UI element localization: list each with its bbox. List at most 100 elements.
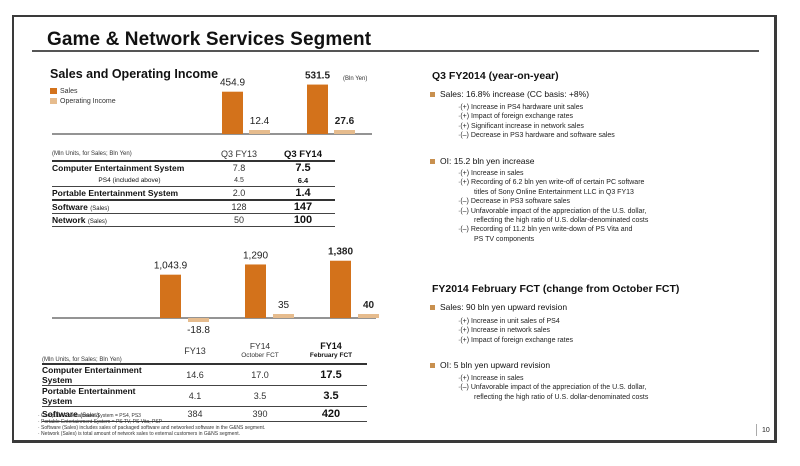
column-header-line1: FY14 xyxy=(320,341,342,351)
cell: 7.8 xyxy=(232,163,246,173)
table-header-row: (Mln Units, for Sales; Bln Yen) FY13 FY1… xyxy=(42,339,367,365)
data-label: -18.8 xyxy=(187,325,210,336)
bullet-square-icon xyxy=(430,304,435,310)
cell: 17.0 xyxy=(225,364,295,386)
bar-sales xyxy=(245,264,266,318)
row-label: Software (Sales) xyxy=(42,406,165,422)
table-row: Network (Sales) 50 100 xyxy=(52,213,335,227)
chart-section-title: Sales and Operating Income xyxy=(50,67,219,81)
list-item: ·(+) Increase in network sales xyxy=(458,327,551,335)
q3-heading: Q3 FY2014 (year-on-year) xyxy=(432,70,559,82)
bullet-square-icon xyxy=(430,158,435,164)
data-label: 35 xyxy=(278,300,290,311)
column-header-line2: February FCT xyxy=(309,352,353,359)
list-item: ·(+) Recording of 6.2 bln yen write-off … xyxy=(458,179,645,187)
data-label: 1,043.9 xyxy=(154,261,188,272)
bar-sales xyxy=(330,260,351,318)
bar-operating-income xyxy=(273,314,294,318)
cell: 3.5 xyxy=(225,385,295,407)
row-label: Portable Entertainment System xyxy=(52,186,207,201)
bullet-text: Sales: 16.8% increase (CC basis: +8%) xyxy=(440,89,590,99)
list-item: ·(–) Recording of 11.2 bln yen write-dow… xyxy=(458,226,633,234)
legend-label: Sales xyxy=(60,87,78,95)
list-item: ·(+) Impact of foreign exchange rates xyxy=(458,336,573,344)
column-header-line2: October FCT xyxy=(241,352,279,359)
legend-item-operating-income: Operating Income xyxy=(50,96,116,106)
page-number-divider xyxy=(756,424,757,436)
cell: 1.4 xyxy=(271,186,335,201)
q3-sales-bullet: Sales: 16.8% increase (CC basis: +8%) xyxy=(430,89,589,99)
list-item: ·(+) Increase in unit sales of PS4 xyxy=(458,318,560,325)
row-label-suffix: (Sales) xyxy=(90,206,110,212)
column-header-line1: FY14 xyxy=(249,341,271,351)
fct-heading: FY2014 February FCT (change from October… xyxy=(432,283,680,295)
bar-operating-income xyxy=(358,314,379,318)
bullet-square-icon xyxy=(430,362,435,368)
bar-sales xyxy=(222,91,243,134)
row-label: Software (Sales) xyxy=(52,200,207,214)
bullet-square-icon xyxy=(430,91,435,97)
list-item: ·(+) Increase in sales xyxy=(458,375,524,382)
page-title: Game & Network Services Segment xyxy=(47,29,372,50)
chart-legend: Sales Operating Income xyxy=(50,86,116,106)
column-header: Q3 FY14 xyxy=(271,148,335,162)
cell: 7.5 xyxy=(295,162,311,174)
table-q3: (Mln Units, for Sales; Bln Yen) Q3 FY13 … xyxy=(52,148,335,227)
cell: 2.0 xyxy=(207,186,271,201)
fct-sales-bullet: Sales: 90 bln yen upward revision xyxy=(430,302,567,312)
q3-sales-items: ·(+) Increase in PS4 hardware unit sales… xyxy=(458,103,615,141)
table-row: Computer Entertainment System 14.6 17.0 … xyxy=(42,364,367,386)
legend-label: Operating Income xyxy=(60,97,116,105)
cell: 17.5 xyxy=(295,364,367,386)
table-row: Portable Entertainment System 4.1 3.5 3.… xyxy=(42,385,367,407)
column-header: FY14 February FCT xyxy=(295,339,367,365)
cell: 4.1 xyxy=(165,385,225,407)
list-item: ·(–) Unfavorable impact of the appreciat… xyxy=(458,384,647,392)
bar-operating-income xyxy=(249,130,270,134)
bar-sales xyxy=(307,84,328,134)
row-label: PS4 (included above) xyxy=(52,174,207,187)
cell: 147 xyxy=(271,200,335,214)
cell: 14.6 xyxy=(165,364,225,386)
page-number: 10 xyxy=(762,427,770,434)
list-item: ·(–) Decrease in PS3 software sales xyxy=(458,198,571,206)
row-label: Network (Sales) xyxy=(52,213,207,227)
row-label-suffix: (Sales) xyxy=(80,413,100,419)
table-row: Computer Entertainment System 7.8 7.5 xyxy=(52,161,335,174)
cell: 3.5 xyxy=(295,385,367,407)
row-label-text: Software xyxy=(42,409,78,419)
list-item: ·(+) Increase in PS4 hardware unit sales xyxy=(458,104,584,111)
footnotes: · Computer Entertainment System = PS4, P… xyxy=(38,413,265,437)
data-label: 12.4 xyxy=(250,116,270,127)
row-label: Portable Entertainment System xyxy=(42,385,165,407)
cell: 128 xyxy=(207,200,271,214)
cell: 420 xyxy=(295,406,367,422)
table-header-row: (Mln Units, for Sales; Bln Yen) Q3 FY13 … xyxy=(52,148,335,162)
list-item: ·(–) Unfavorable impact of the appreciat… xyxy=(458,207,647,215)
bullet-text: Sales: 90 bln yen upward revision xyxy=(440,302,568,312)
list-item-continuation: reflecting the high ratio of U.S. dollar… xyxy=(474,393,649,401)
legend-item-sales: Sales xyxy=(50,86,116,96)
q3-oi-items: ·(+) Increase in sales ·(+) Recording of… xyxy=(458,169,648,244)
data-label: 1,380 xyxy=(328,247,353,258)
footnote: · Network (Sales) is total amount of net… xyxy=(38,431,241,437)
title-divider xyxy=(32,50,759,52)
row-label: Computer Entertainment System xyxy=(52,163,185,173)
bullet-text: OI: 15.2 bln yen increase xyxy=(440,156,535,166)
cell: 384 xyxy=(165,406,225,422)
q3-oi-bullet: OI: 15.2 bln yen increase xyxy=(430,156,535,166)
table-row: Portable Entertainment System 2.0 1.4 xyxy=(52,186,335,201)
bar-sales xyxy=(160,274,181,318)
list-item-continuation: reflecting the high ratio of U.S. dollar… xyxy=(474,217,649,225)
legend-swatch-sales xyxy=(50,88,57,94)
table-row: PS4 (included above) 4.5 6.4 xyxy=(52,174,335,187)
list-item-continuation: titles of Sony Online Entertainment LLC … xyxy=(474,188,634,196)
table-unit-note: (Mln Units, for Sales; Bln Yen) xyxy=(42,339,165,365)
list-item: ·(+) Increase in sales xyxy=(458,170,524,177)
data-label: 1,290 xyxy=(243,250,268,261)
data-label: 454.9 xyxy=(220,78,245,89)
list-item: ·(+) Significant increase in network sal… xyxy=(458,122,584,130)
fct-sales-items: ·(+) Increase in unit sales of PS4 ·(+) … xyxy=(458,317,573,345)
legend-swatch-operating-income xyxy=(50,98,57,104)
